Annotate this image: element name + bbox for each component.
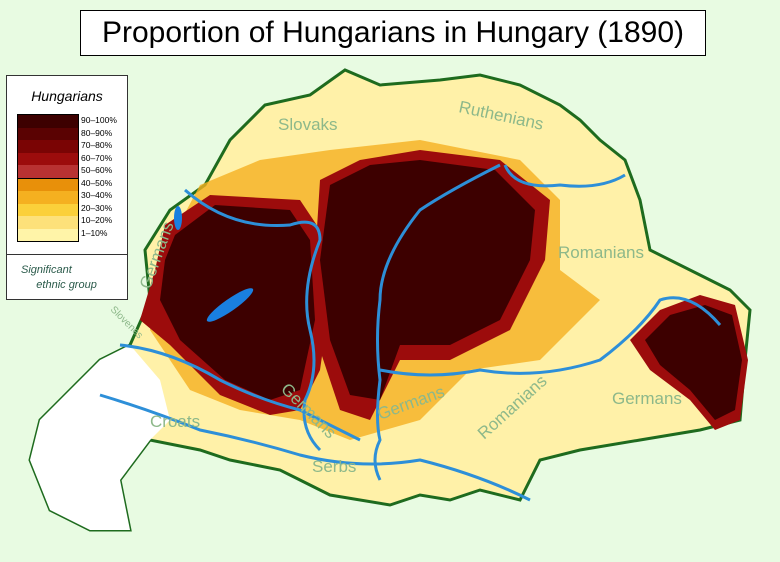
legend-label: 20–30%: [81, 202, 113, 213]
label-croats: Croats: [150, 412, 200, 431]
river-tisza: [373, 163, 501, 481]
region-dark-center: [320, 160, 535, 400]
legend-color-scale: [17, 114, 79, 242]
label-slovaks: Slovaks: [278, 115, 338, 134]
legend-ethnic-line2: ethnic group: [36, 279, 97, 291]
river-maros: [379, 296, 722, 377]
legend-swatch: [18, 127, 78, 140]
legend-swatch: [18, 152, 78, 165]
river-sava: [99, 393, 531, 502]
legend-label: 80–90%: [81, 127, 113, 138]
legend-ethnic-line1: Significant: [21, 264, 72, 276]
white-region-croatia: [30, 345, 170, 530]
legend-label: 70–80%: [81, 140, 113, 150]
legend-divider: [7, 254, 127, 255]
river-drava: [119, 343, 361, 442]
legend-label: 50–60%: [81, 165, 113, 175]
region-dark-east: [645, 305, 742, 420]
legend-label: 10–20%: [81, 215, 113, 225]
legend-swatch: [18, 191, 78, 204]
label-romanians-east: Romanians: [558, 243, 644, 262]
legend-ethnic-group: Significant ethnic group: [21, 263, 97, 293]
legend-label: 40–50%: [81, 177, 113, 188]
legend-title: Hungarians: [31, 88, 103, 104]
lake-balaton: [206, 288, 254, 322]
legend-label: 90–100%: [81, 115, 117, 125]
label-serbs: Serbs: [312, 457, 356, 476]
lake-ferto: [174, 206, 182, 230]
map-title: Proportion of Hungarians in Hungary (189…: [80, 10, 706, 56]
river-koros: [503, 164, 626, 188]
legend-swatch: [18, 115, 78, 128]
legend-label: 1–10%: [81, 227, 108, 238]
label-germans-east: Germans: [612, 389, 682, 408]
legend-label: 30–40%: [81, 190, 113, 200]
legend: Hungarians 90–100% 80–90% 70–80% 60–70% 50–6…: [6, 75, 128, 300]
legend-label: 60–70%: [81, 152, 113, 163]
legend-swatch: [18, 177, 78, 191]
legend-swatch: [18, 216, 78, 229]
river-danube: [184, 188, 322, 452]
legend-swatch: [18, 140, 78, 153]
legend-swatch: [18, 165, 78, 178]
legend-swatch: [18, 203, 78, 216]
legend-swatch: [18, 228, 78, 241]
